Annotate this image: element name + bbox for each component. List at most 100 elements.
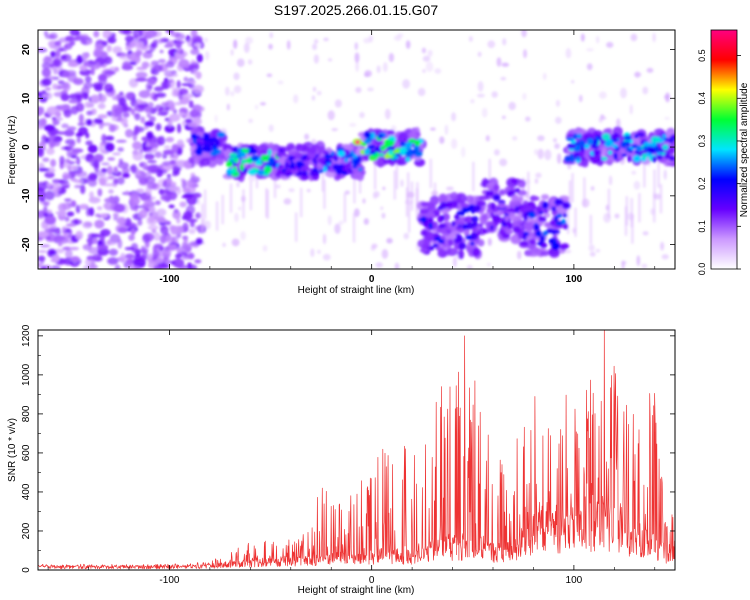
heatmap-streak <box>638 193 641 223</box>
heatmap-cell <box>286 40 291 50</box>
heatmap-cell <box>566 137 572 141</box>
heatmap-cell <box>38 47 48 53</box>
heatmap-cell <box>194 42 202 48</box>
heatmap-cell <box>405 40 411 49</box>
heatmap-cell <box>277 80 284 85</box>
heatmap-cell <box>518 195 523 203</box>
heatmap-cell <box>490 202 496 210</box>
heatmap-cell <box>508 101 516 111</box>
heatmap-cell <box>239 151 246 158</box>
heatmap-cell <box>38 124 45 130</box>
heatmap-streak <box>657 158 660 188</box>
heatmap-cell <box>563 249 572 254</box>
heatmap-cell <box>97 114 108 119</box>
heatmap-cell <box>121 64 134 71</box>
heatmap-cell <box>87 241 93 247</box>
heatmap-cell <box>429 245 435 251</box>
heatmap-cell <box>60 182 71 187</box>
heatmap-cell <box>507 223 513 229</box>
heatmap-cell <box>79 184 86 195</box>
heatmap-cell <box>122 111 130 118</box>
heatmap-cell <box>580 33 585 42</box>
heatmap-cell <box>282 146 291 152</box>
heatmap-cell <box>131 248 143 254</box>
heatmap-cell <box>446 247 459 257</box>
heatmap-cell <box>523 213 528 221</box>
heatmap-cell <box>147 182 158 190</box>
heatmap-cell <box>188 228 196 235</box>
heatmap-cell <box>419 247 429 253</box>
heatmap-cell <box>174 225 184 234</box>
heatmap-cell <box>65 223 77 227</box>
heatmap-streak <box>624 206 628 236</box>
heatmap-cell <box>108 124 116 133</box>
heatmap-cell <box>257 169 265 176</box>
heatmap-cell <box>486 182 495 190</box>
heatmap-cell <box>322 233 327 245</box>
heatmap-cell <box>133 258 146 267</box>
heatmap-cell <box>357 167 363 172</box>
heatmap-cell <box>107 175 115 180</box>
heatmap-cell <box>42 93 47 98</box>
heatmap-cell <box>551 242 560 251</box>
heatmap-cell <box>79 34 89 39</box>
heatmap-cell <box>634 71 642 78</box>
heatmap-cell <box>120 117 128 126</box>
heatmap-cell <box>507 229 514 234</box>
heatmap-cell <box>239 163 244 172</box>
heatmap-cell <box>41 67 52 78</box>
heatmap-cell <box>514 187 521 193</box>
snr-line <box>38 330 675 570</box>
heatmap-cell <box>211 129 220 139</box>
heatmap-cell <box>89 191 94 199</box>
y-tick-label: 800 <box>21 405 32 422</box>
heatmap-cell <box>182 235 189 240</box>
heatmap-cell <box>87 144 98 154</box>
heatmap-cell <box>100 228 111 237</box>
heatmap-cell <box>93 30 100 38</box>
spectrogram-heatmap <box>38 30 675 269</box>
heatmap-cell <box>664 152 671 160</box>
heatmap-cell <box>322 150 328 155</box>
heatmap-cell <box>470 98 475 104</box>
heatmap-cell <box>50 50 56 58</box>
heatmap-cell <box>174 33 186 41</box>
heatmap-streak <box>266 189 269 219</box>
heatmap-cell <box>352 171 364 180</box>
heatmap-cell <box>269 32 273 39</box>
heatmap-cell <box>52 57 63 68</box>
heatmap-streak <box>323 179 326 209</box>
heatmap-cell <box>147 160 157 164</box>
heatmap-cell <box>384 108 391 120</box>
heatmap-cell <box>432 243 439 248</box>
heatmap-cell <box>38 249 48 254</box>
heatmap-cell <box>493 184 500 191</box>
heatmap-cell <box>51 116 57 121</box>
heatmap-cell <box>588 244 595 252</box>
heatmap-cell <box>57 202 67 212</box>
heatmap-cell <box>427 49 433 57</box>
heatmap-cell <box>379 152 385 157</box>
heatmap-cell <box>457 235 463 243</box>
heatmap-cell <box>170 260 175 265</box>
heatmap-cell <box>665 92 670 103</box>
heatmap-cell <box>446 229 452 234</box>
heatmap-cell <box>481 107 488 118</box>
heatmap-cell <box>137 219 143 226</box>
heatmap-cell <box>172 165 181 175</box>
heatmap-cell <box>308 171 318 176</box>
heatmap-cell <box>38 181 47 192</box>
heatmap-cell <box>97 188 103 197</box>
heatmap-cell <box>434 68 442 74</box>
heatmap-cell <box>633 180 641 190</box>
heatmap-cell <box>222 242 226 248</box>
heatmap-cell <box>65 249 73 259</box>
heatmap-cell <box>182 222 189 233</box>
heatmap-cell <box>79 65 88 71</box>
heatmap-cell <box>175 40 182 49</box>
heatmap-cell <box>572 133 578 140</box>
heatmap-cell <box>485 135 490 142</box>
spectrogram-ylabel: Frequency (Hz) <box>7 116 18 185</box>
heatmap-cell <box>668 155 675 162</box>
